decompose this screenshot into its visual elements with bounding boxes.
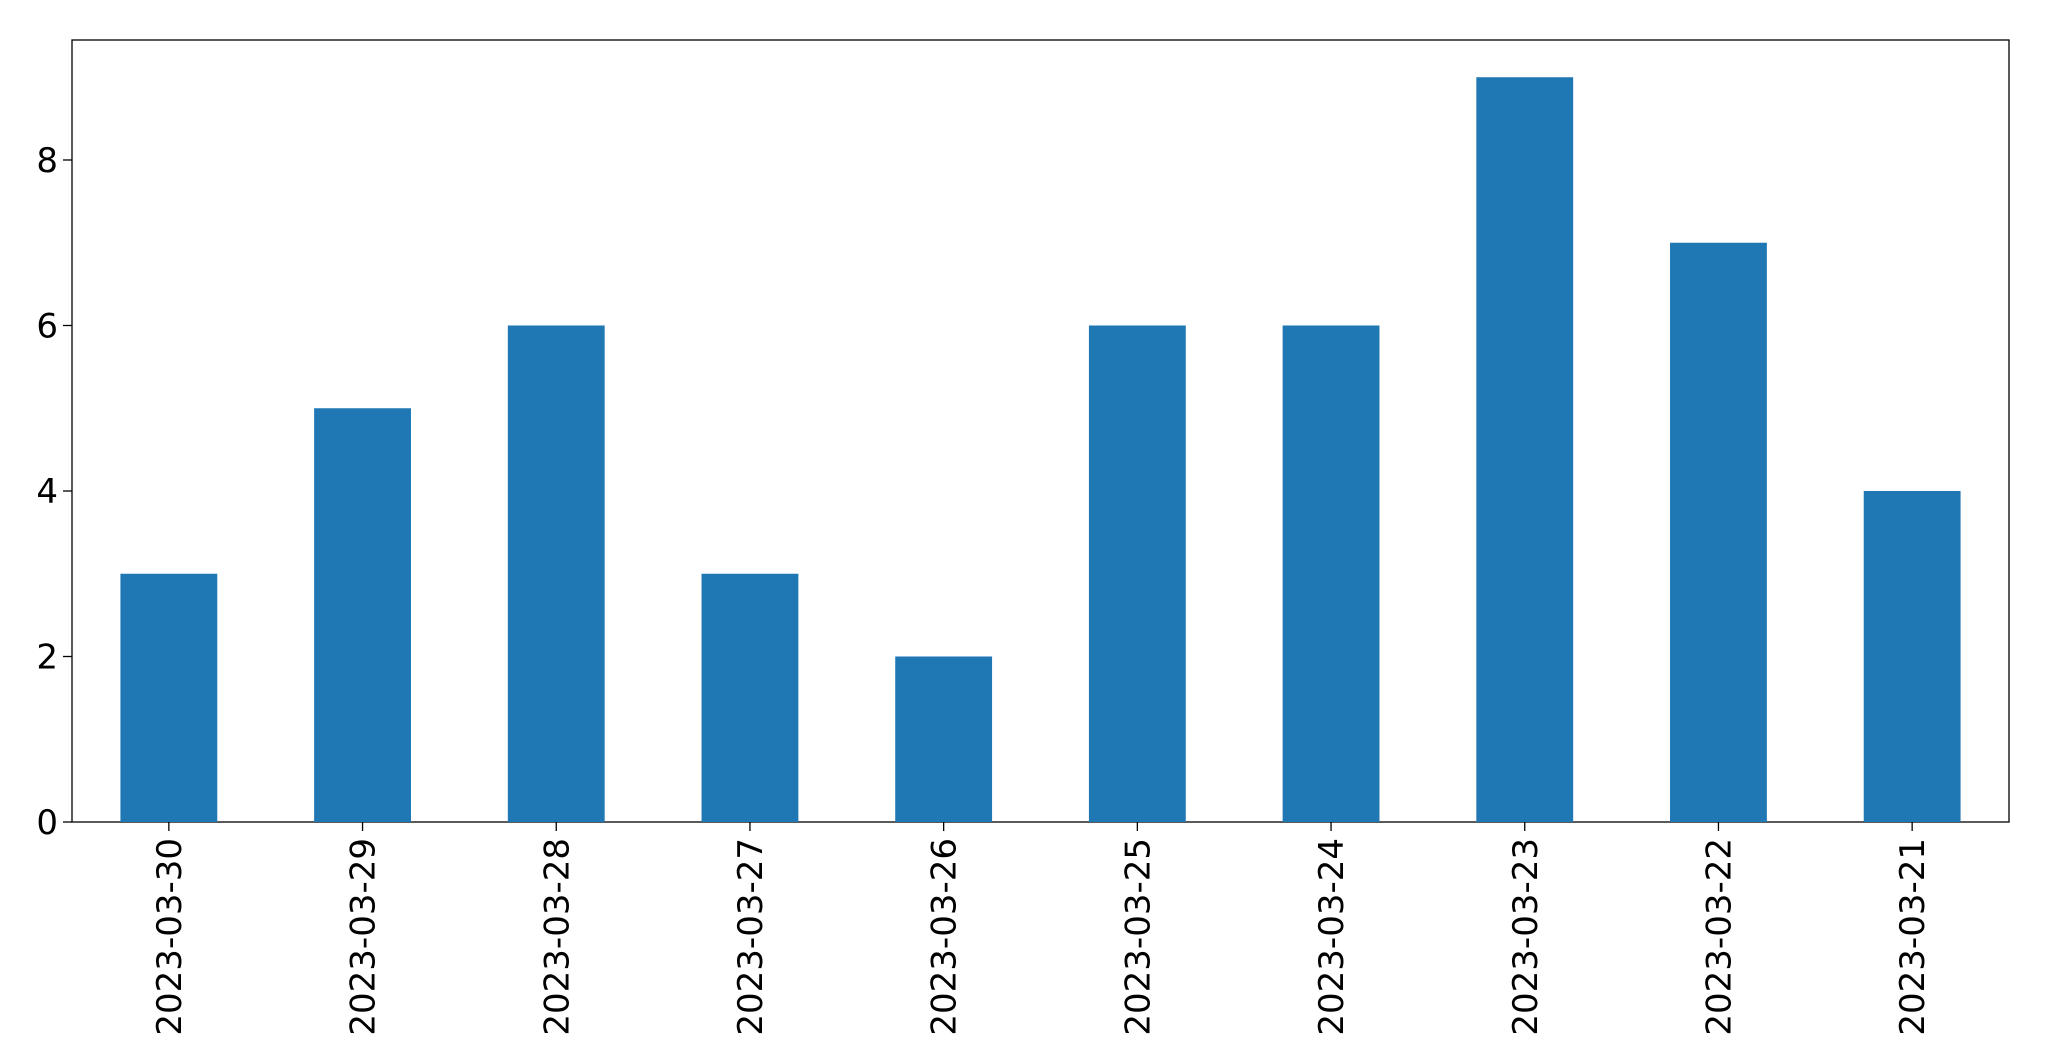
x-tick-label: 2023-03-30: [150, 838, 190, 1036]
x-tick-label: 2023-03-24: [1312, 838, 1352, 1036]
y-tick-label: 2: [36, 637, 58, 677]
bar: [120, 573, 218, 822]
bar: [507, 325, 605, 822]
x-tick-label: 2023-03-28: [537, 838, 577, 1036]
bar: [1282, 325, 1380, 822]
x-tick-label: 2023-03-29: [344, 838, 384, 1036]
bar: [1670, 242, 1767, 823]
plot-frame: [71, 39, 2010, 823]
x-tick-label: 2023-03-25: [1118, 838, 1158, 1036]
bar: [314, 408, 411, 822]
bar: [1476, 77, 1574, 822]
y-tick-label: 6: [36, 306, 58, 346]
y-tick-label: 8: [36, 141, 58, 181]
bar: [1088, 325, 1186, 822]
bar: [895, 656, 993, 822]
bar: [701, 573, 799, 822]
x-tick-label: 2023-03-21: [1893, 838, 1933, 1036]
y-tick-label: 0: [36, 803, 58, 843]
bar: [1863, 490, 1961, 822]
x-tick-label: 2023-03-27: [731, 838, 771, 1036]
y-tick-label: 4: [36, 472, 58, 512]
x-tick-label: 2023-03-23: [1506, 838, 1546, 1036]
x-tick-label: 2023-03-26: [925, 838, 965, 1036]
x-tick-label: 2023-03-22: [1699, 838, 1739, 1036]
